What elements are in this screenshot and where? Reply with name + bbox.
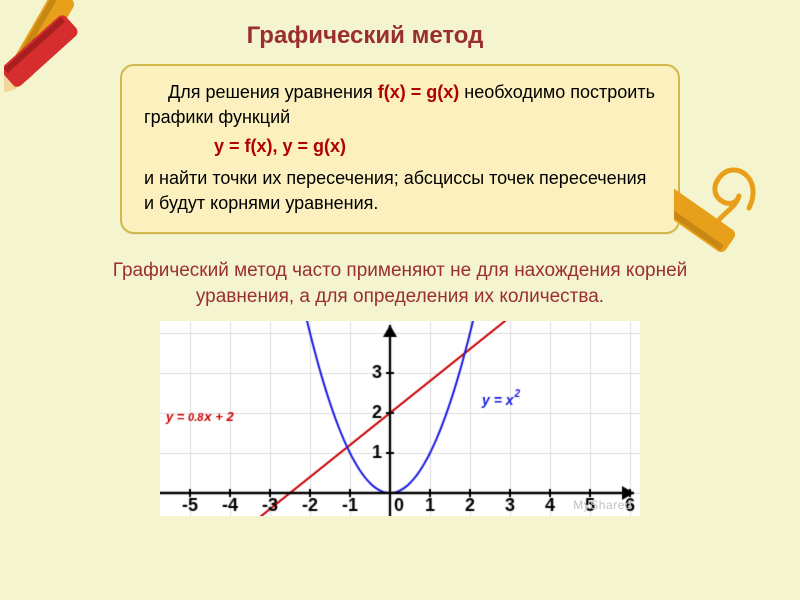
equations-line: y = f(x), y = g(x) xyxy=(144,134,656,159)
chart-canvas xyxy=(160,321,640,516)
crayon-right xyxy=(674,118,794,318)
page-title: Графический метод xyxy=(0,0,800,64)
watermark: MyShared xyxy=(573,498,632,512)
definition-line1: Для решения уравнения f(x) = g(x) необхо… xyxy=(144,80,656,130)
text: Для решения уравнения xyxy=(168,82,378,102)
subtext: Графический метод часто применяют не для… xyxy=(80,258,720,309)
crayon-left xyxy=(4,0,114,160)
definition-box: Для решения уравнения f(x) = g(x) необхо… xyxy=(120,64,680,234)
equation-fx-gx: f(x) = g(x) xyxy=(378,82,460,102)
definition-line2: и найти точки их пересечения; абсциссы т… xyxy=(144,166,656,216)
chart: MyShared xyxy=(160,321,640,516)
